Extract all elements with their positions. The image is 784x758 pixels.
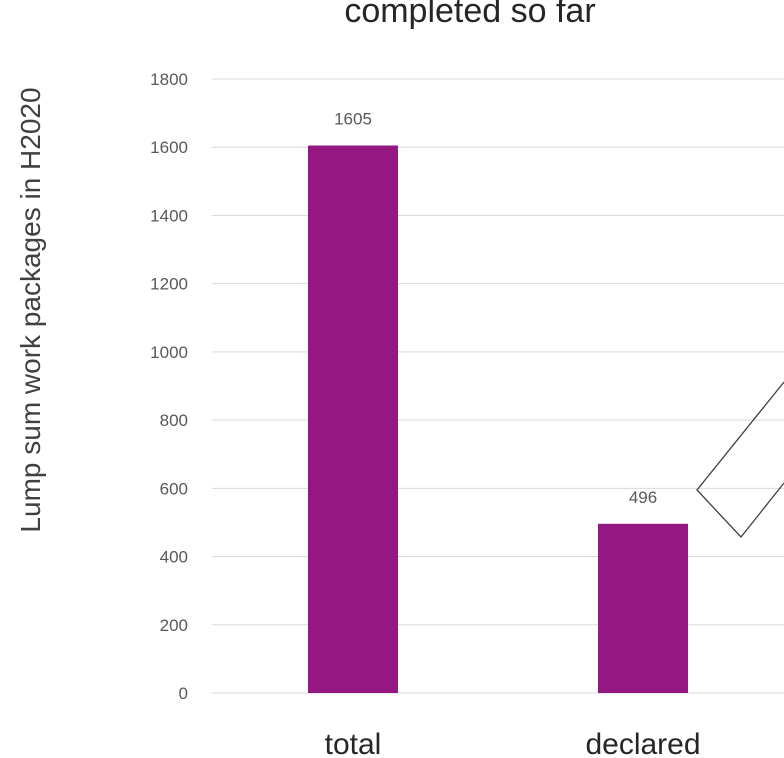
y-tick-label: 0 [179,684,188,703]
y-tick-labels: 0 200 400 600 800 1000 1200 1400 1600 1800 [150,70,188,703]
y-tick-label: 800 [160,411,188,430]
chart-title: completed so far [344,0,595,30]
category-label-total: total [325,728,382,758]
data-labels: 1605 496 [334,110,657,507]
bars [308,145,688,693]
category-label-declared: declared [585,728,700,758]
y-tick-label: 200 [160,616,188,635]
bar-declared [598,523,688,693]
callout-arrow [696,381,784,538]
y-tick-label: 600 [160,479,188,498]
category-labels: total declared [325,728,701,758]
gridlines [212,78,784,694]
y-tick-label: 1400 [150,206,188,225]
y-tick-label: 1200 [150,275,188,294]
y-tick-label: 1800 [150,70,188,89]
y-tick-label: 400 [160,548,188,567]
y-tick-label: 1000 [150,343,188,362]
y-tick-label: 1600 [150,138,188,157]
data-label-declared: 496 [629,488,657,507]
data-label-total: 1605 [334,110,372,129]
y-axis-label: Lump sum work packages in H2020 [15,87,46,532]
bar-total [308,145,398,693]
